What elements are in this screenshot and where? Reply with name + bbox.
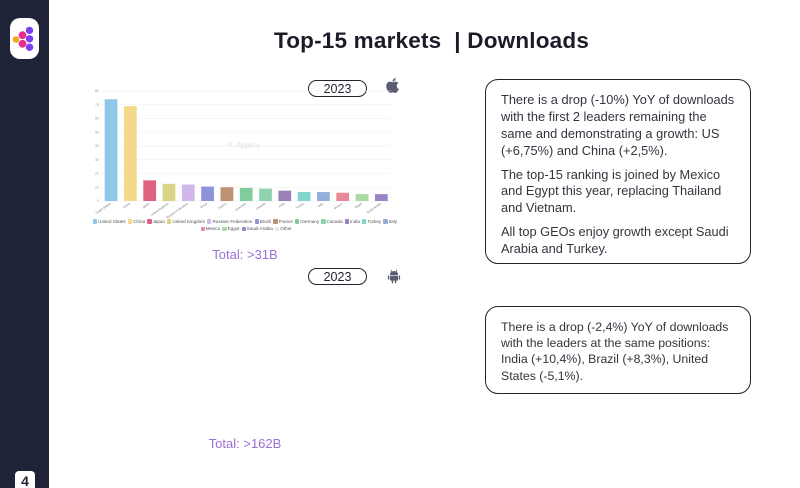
svg-text:France: France: [218, 201, 228, 210]
svg-text:United Kingdom: United Kingdom: [150, 201, 170, 217]
svg-text:Egypt: Egypt: [354, 201, 363, 209]
svg-text:50: 50: [95, 130, 99, 134]
svg-text:0: 0: [97, 199, 99, 203]
svg-text:10: 10: [95, 185, 99, 189]
svg-text:Apptica: Apptica: [237, 143, 260, 150]
svg-text:Italy: Italy: [317, 201, 324, 208]
svg-text:Saudi Arabia: Saudi Arabia: [366, 201, 383, 214]
svg-text:Germany: Germany: [234, 201, 247, 212]
svg-text:80: 80: [95, 89, 99, 93]
svg-text:Brazil: Brazil: [200, 201, 209, 209]
svg-text:60: 60: [95, 117, 99, 121]
svg-text:70: 70: [95, 103, 99, 107]
svg-text:40: 40: [95, 144, 99, 148]
svg-text:India: India: [278, 201, 286, 208]
svg-text:Mexico: Mexico: [333, 201, 343, 210]
svg-text:Canada: Canada: [255, 201, 266, 210]
svg-text:China: China: [122, 201, 131, 209]
svg-text:United States: United States: [95, 201, 112, 215]
svg-text:Japan: Japan: [141, 201, 150, 209]
svg-text:20: 20: [95, 172, 99, 176]
svg-text:30: 30: [95, 158, 99, 162]
svg-text:Turkey: Turkey: [295, 201, 305, 210]
